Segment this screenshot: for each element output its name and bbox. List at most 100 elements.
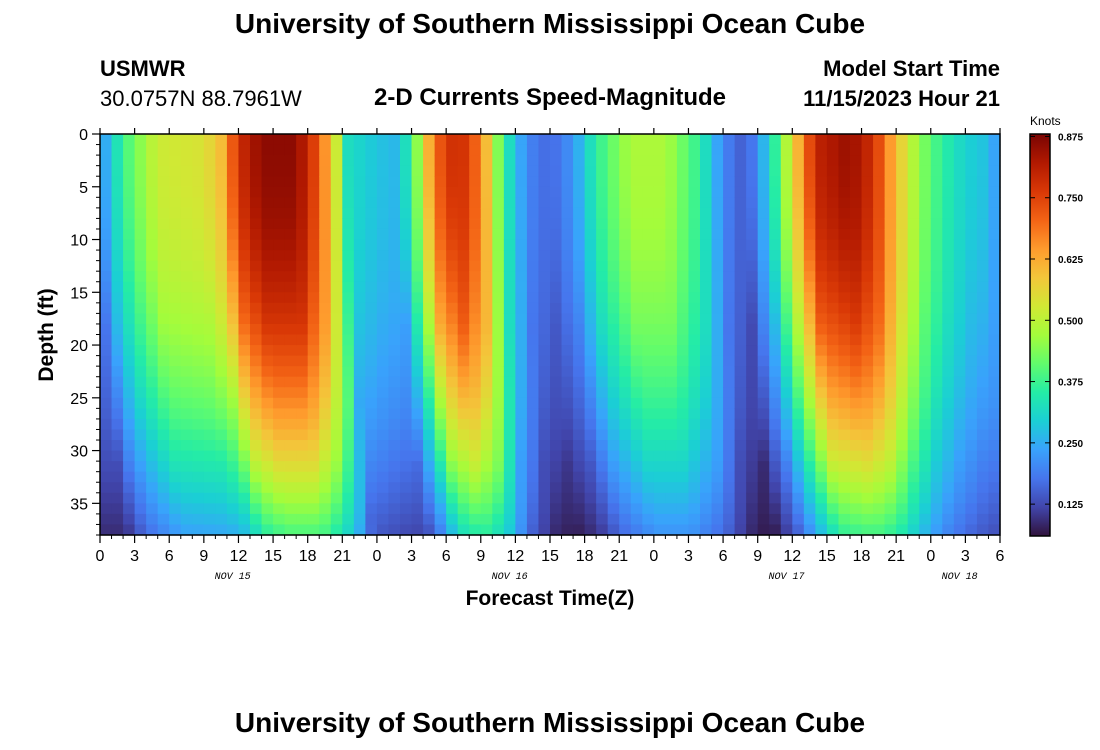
heatmap-cell [780,429,793,441]
heatmap-cell [630,155,643,167]
heatmap-cell [123,313,136,325]
heatmap-cell [446,408,459,420]
heatmap-cell [884,155,897,167]
heatmap-cell [503,355,516,367]
heatmap-cell [411,323,424,336]
heatmap-cell [688,450,701,462]
heatmap-cell [896,155,909,167]
heatmap-cell [457,482,470,494]
heatmap-cell [988,207,1001,220]
heatmap-cell [688,524,701,536]
heatmap-cell [307,503,320,515]
heatmap-cell [203,376,216,388]
heatmap-cell [723,186,736,198]
heatmap-cell [411,482,424,494]
heatmap-cell [261,397,274,409]
heatmap-cell [238,207,251,220]
heatmap-cell [596,239,609,251]
heatmap-cell [757,440,770,452]
heatmap-cell [746,323,759,336]
heatmap-cell [284,313,297,325]
heatmap-cell [884,482,897,494]
heatmap-cell [803,418,816,431]
heatmap-cell [734,228,747,241]
heatmap-cell [953,345,966,357]
heatmap-cell [365,165,378,177]
heatmap-cell [711,376,724,388]
heatmap-cell [226,155,240,167]
heatmap-cell [930,334,943,346]
heatmap-cell [723,197,736,209]
heatmap-cell [757,418,770,431]
heatmap-cell [896,429,909,441]
heatmap-cell [457,323,470,336]
heatmap-cell [169,376,182,388]
heatmap-cell [330,524,343,536]
heatmap-cell [157,239,170,251]
heatmap-cell [203,366,216,378]
heatmap-cell [423,155,436,167]
heatmap-cell [642,155,655,167]
heatmap-cell [261,144,274,156]
heatmap-cell [803,345,816,357]
heatmap-cell [792,239,805,251]
heatmap-cell [896,302,909,314]
heatmap-cell [261,334,274,346]
heatmap-cell [169,524,182,536]
heatmap-cell [896,228,909,241]
heatmap-cell [988,513,1001,526]
heatmap-cell [376,292,390,304]
heatmap-cell [642,250,655,262]
heatmap-cell [907,461,920,473]
heatmap-cell [596,197,609,209]
heatmap-cell [584,513,597,526]
heatmap-cell [526,271,540,283]
heatmap-cell [261,482,274,494]
heatmap-cell [319,450,332,462]
heatmap-cell [411,250,424,262]
heatmap-cell [503,513,516,526]
heatmap-cell [469,440,482,452]
heatmap-cell [826,355,840,367]
heatmap-cell [388,281,401,293]
heatmap-cell [342,144,355,156]
heatmap-cell [192,292,205,304]
heatmap-cell [630,271,643,283]
heatmap-cell [226,429,240,441]
heatmap-cell [550,440,563,452]
heatmap-cell [296,461,309,473]
heatmap-cell [376,429,390,441]
heatmap-cell [561,323,574,336]
heatmap-cell [250,228,263,241]
heatmap-cell [550,461,563,473]
heatmap-cell [100,176,113,188]
heatmap-cell [203,334,216,346]
heatmap-cell [192,345,205,357]
heatmap-cell [826,239,840,251]
heatmap-cell [146,524,159,536]
heatmap-cell [515,503,528,515]
heatmap-cell [573,503,586,515]
heatmap-cell [780,524,793,536]
heatmap-cell [896,292,909,304]
heatmap-cell [919,134,932,146]
heatmap-cell [965,524,978,536]
heatmap-cell [584,207,597,220]
heatmap-cell [111,387,124,399]
heatmap-cell [896,281,909,293]
heatmap-cell [965,144,978,156]
heatmap-cell [665,366,678,378]
heatmap-cell [619,461,632,473]
heatmap-cell [734,186,747,198]
heatmap-cell [803,513,816,526]
heatmap-cell [515,345,528,357]
heatmap-cell [815,260,828,272]
heatmap-cell [307,397,320,409]
heatmap-cell [307,408,320,420]
heatmap-cell [642,408,655,420]
heatmap-cell [538,313,551,325]
heatmap-cell [284,197,297,209]
heatmap-cell [769,271,782,283]
heatmap-cell [573,418,586,431]
heatmap-cell [503,313,516,325]
